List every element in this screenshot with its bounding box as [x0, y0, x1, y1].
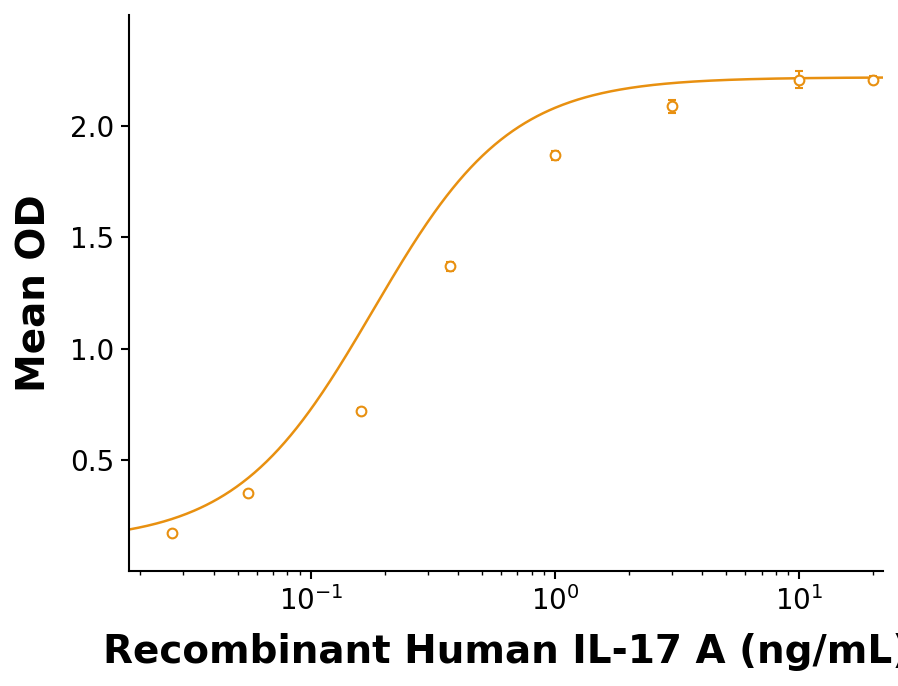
Point: [165, 528, 180, 539]
Point: [866, 74, 880, 85]
Point: [792, 74, 806, 85]
Point: [354, 405, 368, 416]
Point: [665, 101, 679, 112]
Y-axis label: Mean OD: Mean OD: [15, 194, 53, 392]
X-axis label: Recombinant Human IL-17 A (ng/mL): Recombinant Human IL-17 A (ng/mL): [102, 633, 898, 671]
Point: [443, 261, 457, 272]
Point: [548, 150, 562, 161]
Point: [241, 488, 255, 499]
